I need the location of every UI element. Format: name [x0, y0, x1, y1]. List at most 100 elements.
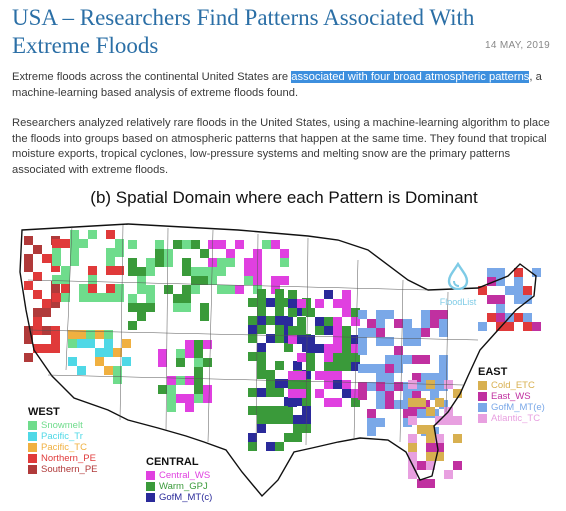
map-cell: [333, 398, 342, 407]
map-cell: [262, 240, 271, 249]
logo-text: FloodList: [439, 297, 477, 307]
legend-west: WEST Snowmelt Pacific_Tr Pacific_TC Norther…: [28, 406, 98, 475]
legend-item: Pacific_TC: [28, 442, 98, 453]
map-cell: [275, 334, 284, 343]
map-cell: [106, 284, 115, 293]
map-cell: [137, 276, 146, 285]
map-cell: [324, 344, 333, 353]
map-cell: [408, 407, 417, 416]
map-cell: [200, 276, 209, 285]
map-cell: [77, 339, 86, 348]
map-cell: [70, 239, 79, 248]
map-cell: [496, 313, 505, 322]
intro-text-end: , a machine-learning based analysis of e…: [12, 71, 542, 99]
map-cell: [367, 364, 376, 373]
map-cell: [417, 479, 426, 488]
map-cell: [194, 349, 203, 358]
article-title: USA – Researchers Find Patterns Associat…: [12, 5, 475, 58]
legend-item: Pacific_Tr: [28, 431, 98, 442]
map-cell: [342, 353, 351, 362]
map-cell: [194, 340, 203, 349]
map-cell: [284, 343, 293, 352]
map-cell: [164, 249, 173, 258]
map-cell: [24, 353, 33, 362]
map-cell: [351, 344, 360, 353]
map-cell: [70, 248, 79, 257]
map-cell: [244, 258, 253, 267]
legend-central: CENTRAL Central_WS Warm_GPJ GofM_MT(c): [146, 456, 212, 503]
legend-swatch: [478, 392, 487, 401]
map-cell: [257, 424, 266, 433]
map-cell: [146, 258, 155, 267]
map-cell: [376, 319, 385, 328]
map-cell: [167, 394, 176, 403]
map-cell: [505, 322, 514, 331]
map-cell: [315, 326, 324, 335]
map-cell: [257, 307, 266, 316]
map-cell: [351, 389, 360, 398]
map-cell: [342, 326, 351, 335]
map-cell: [439, 328, 448, 337]
map-cell: [146, 303, 155, 312]
floodlist-logo[interactable]: FloodList: [428, 261, 488, 307]
map-cell: [284, 433, 293, 442]
map-cell: [333, 299, 342, 308]
map-cell: [200, 303, 209, 312]
legend-item: GofM_MT(e): [478, 402, 545, 413]
map-cell: [248, 334, 257, 343]
map-cell: [182, 285, 191, 294]
map-cell: [288, 299, 297, 308]
map-cell: [324, 317, 333, 326]
map-cell: [217, 267, 226, 276]
map-cell: [68, 330, 77, 339]
map-cell: [385, 310, 394, 319]
map-cell: [435, 434, 444, 443]
map-cell: [394, 382, 403, 391]
map-cell: [235, 285, 244, 294]
map-cell: [412, 373, 421, 382]
map-cell: [115, 248, 124, 257]
legend-swatch: [28, 432, 37, 441]
map-cell: [191, 276, 200, 285]
map-cell: [435, 398, 444, 407]
map-cell: [297, 326, 306, 335]
legend-item: East_WS: [478, 391, 545, 402]
map-cell: [385, 391, 394, 400]
highlighted-link[interactable]: associated with four broad atmospheric p…: [291, 71, 530, 83]
map-cell: [95, 330, 104, 339]
legend-label: GofM_MT(e): [491, 402, 545, 413]
map-cell: [435, 443, 444, 452]
map-cell: [88, 230, 97, 239]
map-cell: [293, 361, 302, 370]
map-cell: [297, 380, 306, 389]
map-cell: [351, 398, 360, 407]
map-cell: [408, 452, 417, 461]
map-cell: [315, 317, 324, 326]
map-cell: [158, 358, 167, 367]
map-cell: [104, 366, 113, 375]
map-cell: [302, 424, 311, 433]
map-cell: [257, 289, 266, 298]
map-cell: [532, 268, 541, 277]
map-cell: [88, 284, 97, 293]
map-cell: [226, 249, 235, 258]
map-cell: [453, 461, 462, 470]
legend-heading-central: CENTRAL: [146, 456, 199, 468]
map-cell: [86, 339, 95, 348]
map-cell: [52, 293, 61, 302]
map-cell: [333, 344, 342, 353]
map-cell: [33, 344, 42, 353]
map-cell: [293, 397, 302, 406]
map-cell: [88, 293, 97, 302]
map-cell: [439, 310, 448, 319]
map-cell: [293, 307, 302, 316]
map-cell: [403, 382, 412, 391]
map-cell: [51, 263, 60, 272]
map-cell: [88, 266, 97, 275]
map-cell: [385, 373, 394, 382]
map-cell: [376, 391, 385, 400]
map-cell: [280, 276, 289, 285]
map-cell: [412, 355, 421, 364]
map-cell: [421, 409, 430, 418]
legend-item: Central_WS: [146, 470, 212, 481]
